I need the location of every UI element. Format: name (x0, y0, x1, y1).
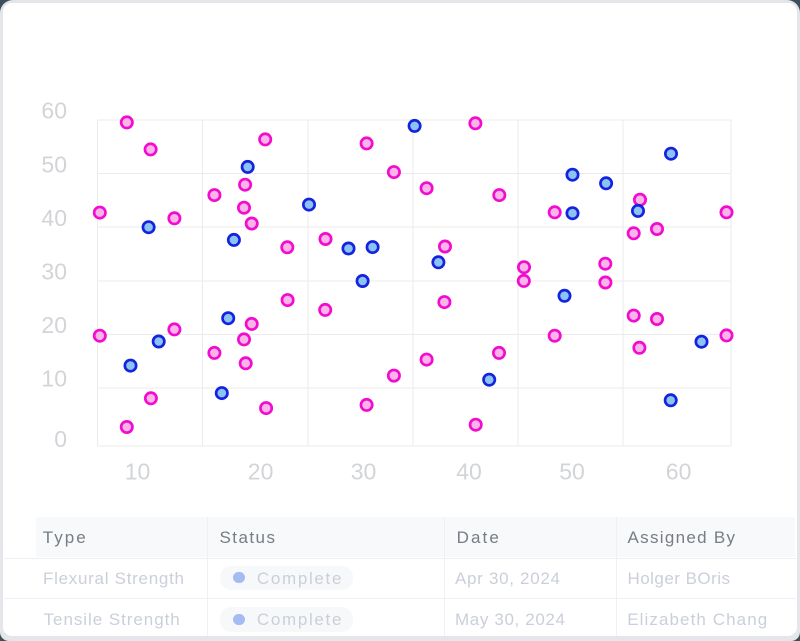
svg-text:10: 10 (125, 459, 151, 485)
svg-text:50: 50 (41, 151, 67, 177)
svg-text:40: 40 (456, 459, 482, 485)
svg-text:50: 50 (559, 459, 585, 485)
svg-text:30: 30 (351, 459, 377, 485)
svg-text:20: 20 (41, 312, 67, 338)
svg-text:10: 10 (41, 365, 67, 391)
svg-text:60: 60 (666, 459, 692, 485)
svg-text:0: 0 (54, 426, 67, 452)
svg-text:60: 60 (41, 97, 67, 123)
svg-text:40: 40 (41, 205, 67, 231)
svg-text:30: 30 (41, 258, 67, 284)
svg-text:20: 20 (248, 459, 274, 485)
